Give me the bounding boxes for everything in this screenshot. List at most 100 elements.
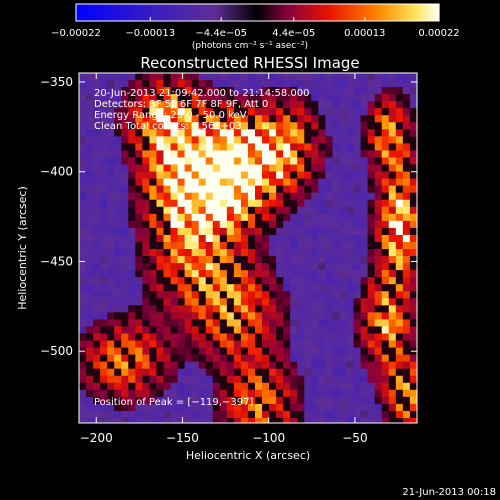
heatmap-cell (156, 361, 164, 370)
heatmap-cell (297, 129, 305, 137)
heatmap-cell (262, 298, 270, 306)
heatmap-cell (374, 199, 383, 208)
heatmap-cell (79, 256, 87, 264)
heatmap-cell (163, 199, 171, 208)
heatmap-cell (339, 277, 347, 285)
heatmap-cell (156, 164, 164, 172)
heatmap-cell (156, 326, 164, 334)
heatmap-cell (233, 333, 242, 341)
heatmap-cell (142, 319, 150, 327)
heatmap-cell (325, 101, 333, 109)
heatmap-cell (128, 157, 136, 165)
heatmap-cell (381, 256, 390, 264)
heatmap-cell (93, 87, 101, 95)
heatmap-cell (128, 73, 136, 81)
heatmap-cell (163, 270, 171, 278)
heatmap-cell (121, 164, 129, 172)
clean-annotation: Clean Total counts: 7.56E+03 (94, 121, 242, 132)
heatmap-cell (100, 80, 108, 88)
colorbar-segment (435, 4, 440, 21)
heatmap-cell (177, 171, 185, 179)
heatmap-cell (114, 185, 122, 194)
heatmap-cell (170, 333, 178, 341)
heatmap-cell (388, 354, 397, 363)
heatmap-cell (388, 87, 397, 95)
heatmap-cell (205, 382, 214, 391)
heatmap-cell (346, 206, 354, 215)
heatmap-cell (304, 277, 312, 285)
heatmap-cell (276, 319, 284, 327)
heatmap-cell (170, 80, 178, 88)
heatmap-cell (121, 213, 129, 222)
heatmap-cell (128, 143, 136, 151)
heatmap-cell (219, 333, 228, 341)
heatmap-cell (332, 206, 340, 215)
heatmap-cell (121, 249, 129, 257)
heatmap-cell (269, 227, 277, 236)
heatmap-cell (388, 143, 397, 151)
heatmap-cell (255, 192, 263, 201)
heatmap-cell (156, 263, 164, 271)
heatmap-cell (170, 403, 178, 412)
heatmap-cell (339, 312, 347, 320)
heatmap-cell (191, 340, 200, 348)
heatmap-cell (247, 80, 256, 88)
heatmap-cell (374, 115, 383, 123)
heatmap-cell (325, 122, 333, 130)
heatmap-cell (212, 129, 221, 137)
heatmap-cell (346, 284, 354, 292)
colorbar-segment (318, 4, 322, 21)
heatmap-cell (79, 213, 87, 222)
heatmap-cell (135, 263, 143, 271)
heatmap-cell (374, 192, 383, 201)
heatmap-cell (402, 101, 411, 109)
heatmap-cell (332, 368, 340, 377)
heatmap-cell (100, 396, 108, 405)
heatmap-cell (135, 227, 143, 236)
heatmap-cell (107, 284, 115, 292)
heatmap-cell (233, 361, 242, 370)
heatmap-cell (297, 354, 305, 363)
heatmap-cell (233, 80, 242, 88)
heatmap-cell (170, 192, 178, 201)
heatmap-cell (339, 347, 347, 355)
heatmap-cell (304, 185, 312, 194)
heatmap-cell (311, 256, 319, 264)
heatmap-cell (339, 333, 347, 341)
heatmap-cell (283, 403, 291, 412)
heatmap-cell (353, 375, 361, 384)
heatmap-cell (290, 129, 298, 137)
heatmap-cell (395, 326, 404, 334)
heatmap-cell (297, 410, 305, 419)
heatmap-cell (409, 213, 417, 222)
heatmap-cell (402, 227, 411, 236)
heatmap-cell (409, 234, 417, 243)
heatmap-cell (177, 403, 185, 412)
heatmap-cell (290, 319, 298, 327)
heatmap-cell (381, 192, 390, 201)
heatmap-cell (79, 291, 87, 299)
heatmap-cell (121, 382, 129, 391)
heatmap-cell (262, 249, 270, 257)
heatmap-cell (255, 185, 263, 194)
heatmap-cell (149, 129, 157, 137)
heatmap-cell (332, 333, 340, 341)
heatmap-cell (107, 122, 115, 130)
colorbar-segment (233, 4, 237, 21)
heatmap-cell (276, 326, 284, 334)
heatmap-cell (205, 150, 214, 158)
heatmap-cell (142, 347, 150, 355)
heatmap-cell (86, 129, 94, 137)
heatmap-cell (233, 312, 242, 320)
heatmap-cell (86, 361, 94, 370)
heatmap-cell (170, 326, 178, 334)
heatmap-cell (381, 73, 390, 81)
heatmap-cell (318, 94, 326, 102)
heatmap-cell (163, 263, 171, 271)
heatmap-cell (402, 382, 411, 391)
heatmap-cell (402, 213, 411, 222)
x-tick-label: −200 (80, 431, 113, 445)
heatmap-cell (297, 171, 305, 179)
heatmap-cell (409, 143, 417, 151)
heatmap-cell (262, 403, 270, 412)
